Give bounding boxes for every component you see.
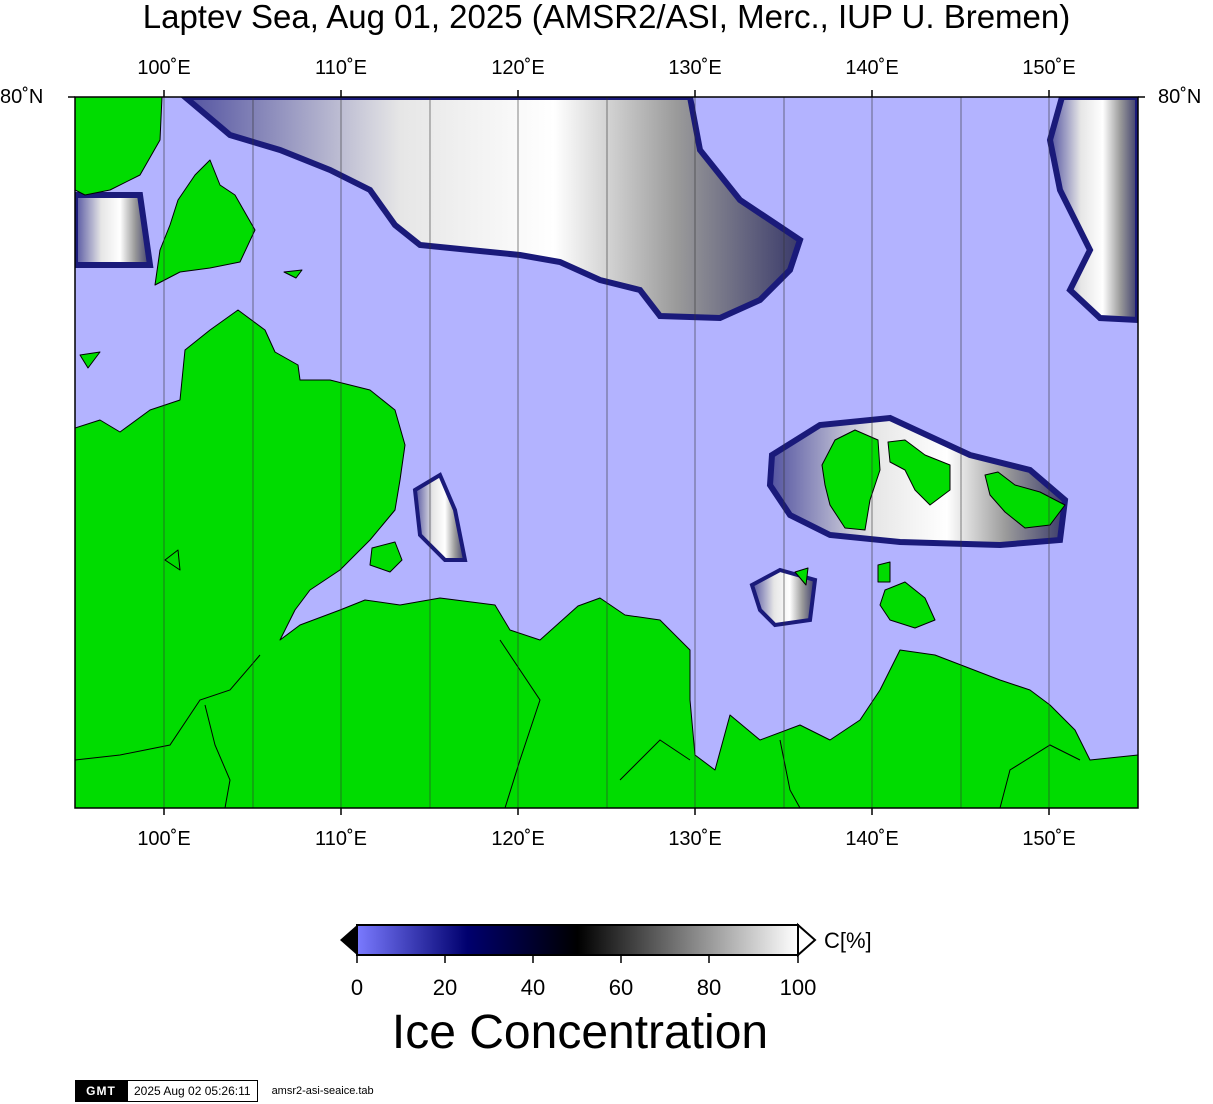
land-faddeyevsky-island	[887, 439, 951, 506]
map-frame	[74, 96, 1139, 809]
colorbar-tick-100: 100	[779, 975, 817, 1000]
land-bolshoy-lyakhovsky	[879, 581, 936, 629]
sea-ice-patch-lena	[412, 472, 468, 562]
lon-label-top-140: 140˚E	[845, 57, 899, 79]
colorbar-title: Ice Concentration	[391, 1006, 769, 1059]
sea-ice-north-pack	[180, 97, 804, 322]
land-new-siberia-island	[984, 471, 1066, 529]
lat-label-right-80n: 80˚N	[1158, 86, 1202, 108]
footer: GMT 2025 Aug 02 05:26:11 amsr2-asi-seaic…	[75, 1080, 374, 1102]
sea-ice-northeast	[1046, 97, 1138, 324]
lat-label-left-80n: 80˚N	[0, 86, 44, 108]
sea-ice-northwest	[75, 192, 154, 268]
gmt-logo: GMT	[75, 1080, 127, 1102]
lon-label-top-100: 100˚E	[137, 57, 191, 79]
lon-label-bottom-130: 130˚E	[668, 828, 722, 850]
land-island-olenek	[369, 541, 403, 573]
colorbar-tick-20: 20	[432, 975, 458, 1000]
lon-label-bottom-140: 140˚E	[845, 828, 899, 850]
lon-label-bottom-150: 150˚E	[1022, 828, 1076, 850]
land-severnaya-zemlya	[154, 159, 256, 286]
lon-label-bottom-100: 100˚E	[137, 828, 191, 850]
colorbar-tick-80: 80	[696, 975, 722, 1000]
land-small-island-4	[794, 567, 809, 586]
colorbar-tick-60: 60	[608, 975, 634, 1000]
lon-label-top-150: 150˚E	[1022, 57, 1076, 79]
map-title: Laptev Sea, Aug 01, 2025 (AMSR2/ASI, Mer…	[142, 0, 1071, 35]
land-small-island-2	[79, 351, 101, 369]
land-small-island-1	[283, 269, 303, 279]
land-severnaya-zemlya-west	[75, 97, 163, 196]
lon-label-top-110: 110˚E	[315, 57, 367, 79]
data-file-name: amsr2-asi-seaice.tab	[271, 1085, 374, 1097]
timestamp: 2025 Aug 02 05:26:11	[127, 1080, 258, 1102]
lon-label-bottom-110: 110˚E	[315, 828, 367, 850]
colorbar-unit: C[%]	[824, 928, 872, 953]
colorbar-tick-0: 0	[350, 975, 364, 1000]
colorbar	[340, 922, 817, 963]
land-island-small-west	[164, 549, 181, 571]
lon-label-top-120: 120˚E	[491, 57, 545, 79]
land-kotelny-island	[821, 429, 881, 531]
lon-label-bottom-120: 120˚E	[491, 828, 545, 850]
colorbar-tick-40: 40	[520, 975, 546, 1000]
sea-ice-patch-south	[749, 567, 818, 628]
land-small-island-3	[877, 561, 891, 583]
lon-label-top-130: 130˚E	[668, 57, 722, 79]
